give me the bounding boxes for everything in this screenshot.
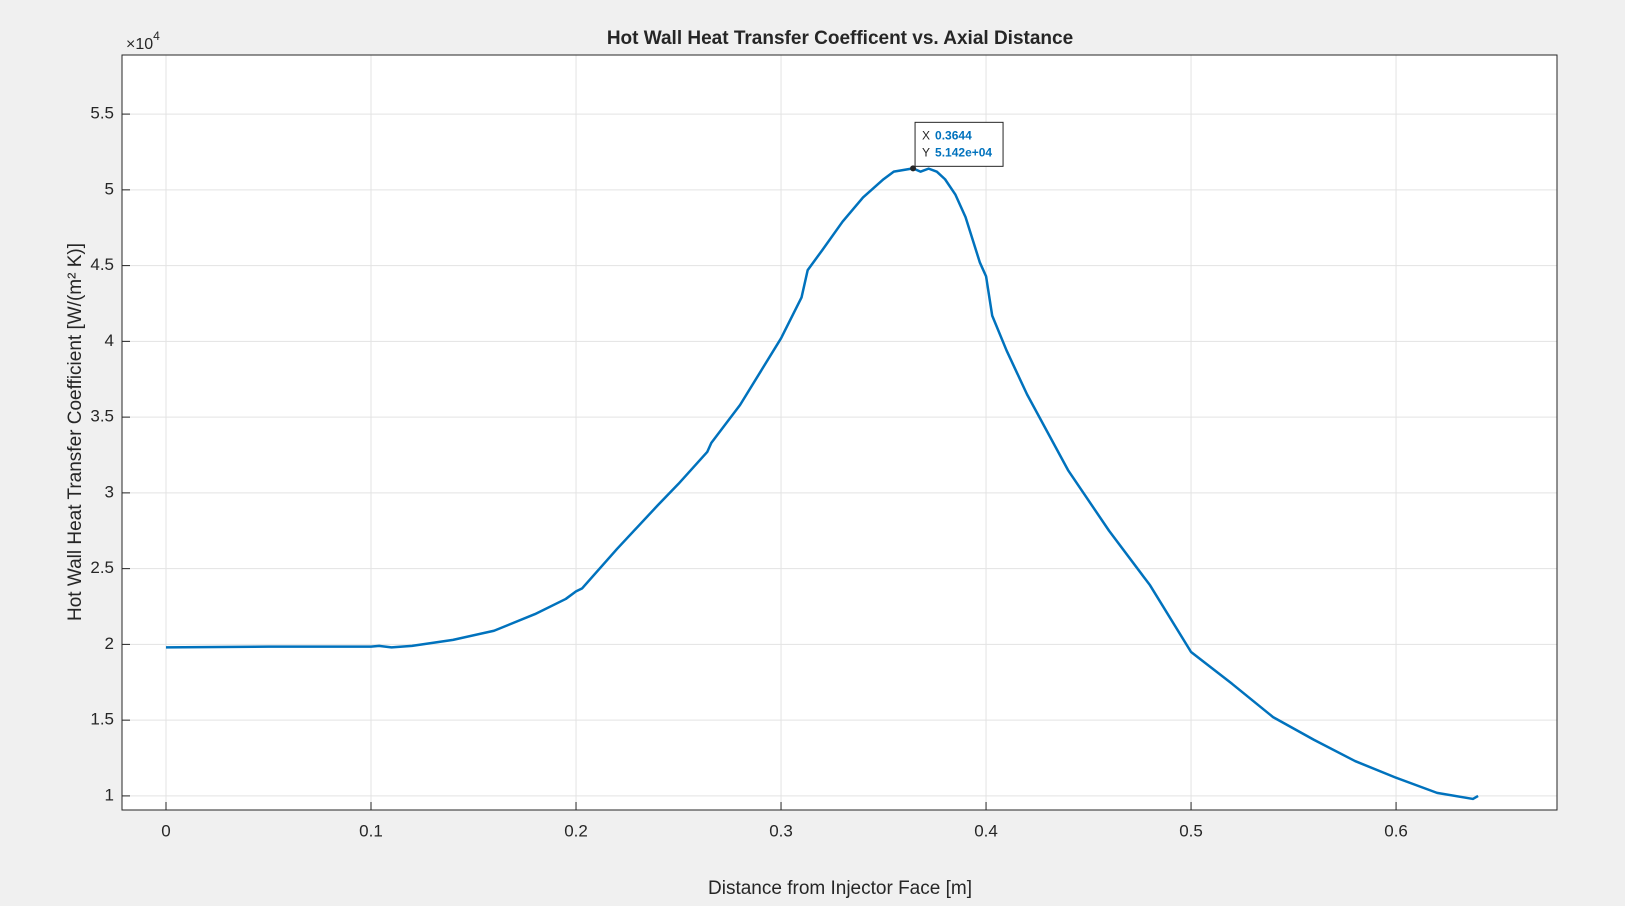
y-tick-label: 1.5 <box>90 710 114 729</box>
y-tick-label: 5 <box>105 179 114 198</box>
data-line <box>165 167 1479 801</box>
x-tick-label: 0.2 <box>564 821 588 840</box>
chart-title: Hot Wall Heat Transfer Coefficent vs. Ax… <box>607 28 1073 49</box>
y-axis-label: Hot Wall Heat Transfer Coefficient [W/(m… <box>65 243 86 621</box>
y-exponent-power: 4 <box>153 29 160 43</box>
datatip-y-name: Y <box>922 146 930 160</box>
y-exponent-base: ×10 <box>126 36 153 53</box>
y-tick-label: 2.5 <box>90 558 114 577</box>
y-tick-label: 3.5 <box>90 407 114 426</box>
x-axis-label: Distance from Injector Face [m] <box>708 878 972 899</box>
datatip-x-name: X <box>922 129 930 143</box>
x-tick-label: 0 <box>161 821 170 840</box>
datatip-y-value: 5.142e+04 <box>935 146 992 160</box>
x-tick-label: 0.1 <box>359 821 383 840</box>
y-tick-label: 3 <box>105 482 114 501</box>
y-tick-label: 4.5 <box>90 255 114 274</box>
x-tick-label: 0.3 <box>769 821 793 840</box>
axes-box <box>121 54 1558 811</box>
x-tick-label: 0.6 <box>1384 821 1408 840</box>
datatip-box <box>914 121 1004 167</box>
y-tick-label: 4 <box>105 331 114 350</box>
y-tick-label: 1 <box>105 785 114 804</box>
axes-background <box>122 55 1557 810</box>
x-tick-label: 0.4 <box>974 821 998 840</box>
y-exponent: ×104 <box>126 29 160 53</box>
y-tick-label: 2 <box>105 634 114 653</box>
x-tick-label: 0.5 <box>1179 821 1203 840</box>
y-tick-label: 5.5 <box>90 104 114 123</box>
datatip-x-value: 0.3644 <box>935 129 972 143</box>
